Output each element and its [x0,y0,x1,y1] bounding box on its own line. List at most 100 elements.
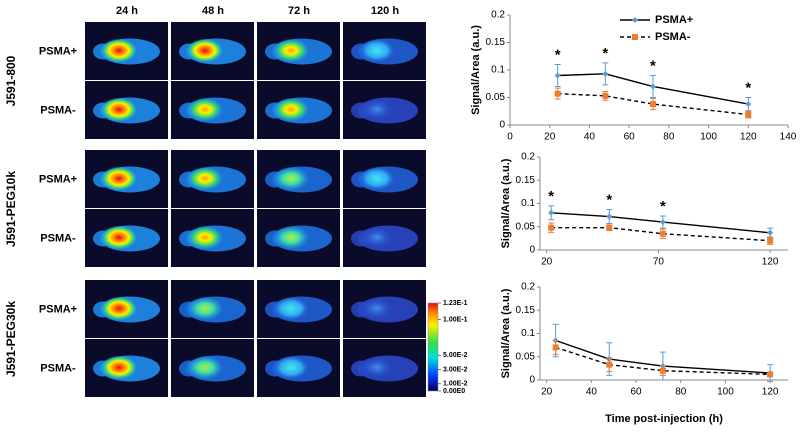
legend-marker [632,34,638,40]
colorbar [427,302,439,392]
hotspot [101,97,137,122]
data-point [552,344,559,351]
x-tick-label: 100 [700,132,717,143]
data-point [767,371,774,378]
y-tick-label: 0.15 [516,305,536,316]
y-tick-label: 0.15 [486,37,506,48]
significance-mark: * [650,57,656,74]
data-point [767,237,774,244]
colorbar-label: 0.00E0 [443,388,465,395]
row-label: PSMA- [40,232,76,244]
x-tick-label: 40 [584,132,596,143]
hotspot [101,225,137,250]
hotspot [101,355,137,380]
x-axis-label: Time post-injection (h) [605,413,723,425]
significance-mark: * [745,79,751,96]
y-tick-label: 0.2 [521,152,535,163]
data-point [606,224,613,231]
hotspot [273,166,309,191]
hotspot [273,296,309,321]
data-point [659,219,666,226]
hotspot [273,355,309,380]
group-label: J591-PEG30k [4,301,18,377]
hotspot [187,97,223,122]
data-point [659,367,666,374]
x-tick-label: 120 [740,132,757,143]
y-tick-label: 0 [529,375,535,386]
hotspot [273,38,309,63]
data-point [767,229,774,236]
colorbar-label: 1.00E-2 [443,381,468,388]
x-tick-label: 40 [586,387,598,398]
y-tick-label: 0 [529,245,535,256]
hotspot [273,97,309,122]
series-line [555,346,771,376]
hotspot [187,166,223,191]
data-point [649,83,656,90]
data-point [554,72,561,79]
series-line [557,92,749,116]
y-axis-label: Signal/Area (a.u.) [470,25,482,115]
hotspot [359,225,395,250]
data-point [606,361,613,368]
data-point [659,230,666,237]
y-tick-label: 0.05 [486,92,506,103]
timepoint-label: 72 h [288,5,310,17]
series-line [555,339,771,374]
hotspot [101,296,137,321]
hotspot [187,225,223,250]
y-tick-label: 0.15 [516,175,536,186]
y-tick-label: 0.1 [521,328,535,339]
row-label: PSMA- [40,362,76,374]
hotspot [359,97,395,122]
x-tick-label: 20 [541,387,553,398]
timepoint-label: 120 h [371,5,399,17]
hotspot [359,296,395,321]
x-tick-label: 80 [663,132,675,143]
significance-mark: * [606,192,612,209]
hotspot [359,166,395,191]
y-axis-label: Signal/Area (a.u.) [500,288,512,378]
y-tick-label: 0.1 [491,65,505,76]
hotspot [101,38,137,63]
x-tick-label: 80 [675,387,687,398]
hotspot [359,355,395,380]
series-line [551,226,771,242]
legend-label: PSMA- [655,31,691,43]
hotspot [187,296,223,321]
hotspot [101,166,137,191]
y-axis-label: Signal/Area (a.u.) [500,158,512,248]
hotspot [273,225,309,250]
x-tick-label: 0 [507,132,513,143]
y-tick-label: 0.2 [521,282,535,293]
colorbar-label: 5.00E-2 [443,352,468,359]
y-tick-label: 0.05 [516,221,536,232]
hotspot [359,38,395,63]
legend-label: PSMA+ [655,14,693,26]
group-label: J591-PEG10k [4,171,18,247]
data-point [548,209,555,216]
series-line [557,73,749,105]
data-point [606,213,613,220]
hotspot [187,355,223,380]
significance-mark: * [660,198,666,215]
data-point [745,111,752,118]
row-label: PSMA+ [39,173,77,185]
y-tick-label: 0 [499,120,505,131]
row-label: PSMA+ [39,45,77,57]
series-line [551,212,771,234]
colorbar-label: 3.00E-2 [443,366,468,373]
significance-mark: * [602,45,608,62]
x-tick-label: 20 [541,257,553,268]
significance-mark: * [555,46,561,63]
hotspot [187,38,223,63]
x-tick-label: 120 [762,257,779,268]
data-point [649,101,656,108]
legend-marker [632,17,638,23]
x-tick-label: 20 [544,132,556,143]
y-tick-label: 0.2 [491,10,505,21]
x-tick-label: 140 [780,132,797,143]
x-tick-label: 100 [717,387,734,398]
y-tick-label: 0.1 [521,198,535,209]
